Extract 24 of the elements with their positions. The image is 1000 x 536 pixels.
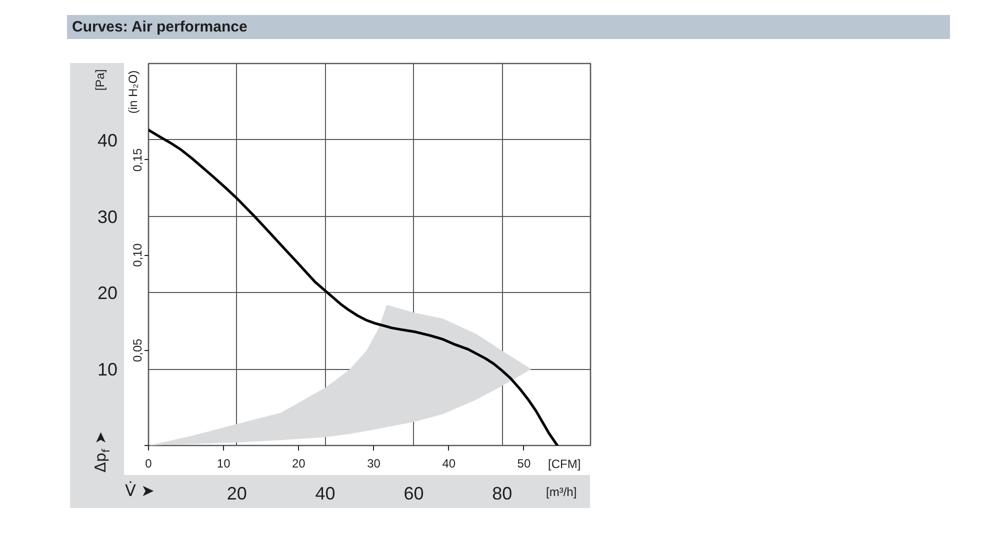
y-tick-label: 10 <box>97 360 118 380</box>
x-axis-title: V̇ ➤ <box>125 480 154 500</box>
line-series <box>148 128 559 446</box>
x-tick-label: 20 <box>226 484 247 504</box>
x2-tick-label: 50 <box>517 456 531 470</box>
x-tick-label: 40 <box>315 484 336 504</box>
y-tick-label: 30 <box>97 206 118 227</box>
x2-tick-label: 10 <box>216 456 231 470</box>
x2-tick-label: 30 <box>367 456 381 470</box>
text: [m³/h] <box>546 485 577 500</box>
text: [Pa] <box>93 69 108 91</box>
x2-axis-title: [CFM] <box>548 457 581 472</box>
y2-tick-label: 0,15 <box>130 148 144 172</box>
y2-tick-label: 0,10 <box>130 243 144 267</box>
x2-tick-label: 0 <box>145 456 152 470</box>
y-tick-label: 20 <box>97 283 118 304</box>
y2-axis-title: (in H₂O) <box>126 70 141 114</box>
y2-tick-label: 0,05 <box>130 338 144 362</box>
x-tick-label: 80 <box>492 484 512 504</box>
x2-tick-label: 20 <box>292 456 306 470</box>
x-tick-label: 60 <box>404 484 424 504</box>
chart-title: Curves: Air performance <box>72 18 248 36</box>
y-tick-label: 40 <box>97 130 118 150</box>
x2-tick-label: 40 <box>442 456 456 470</box>
